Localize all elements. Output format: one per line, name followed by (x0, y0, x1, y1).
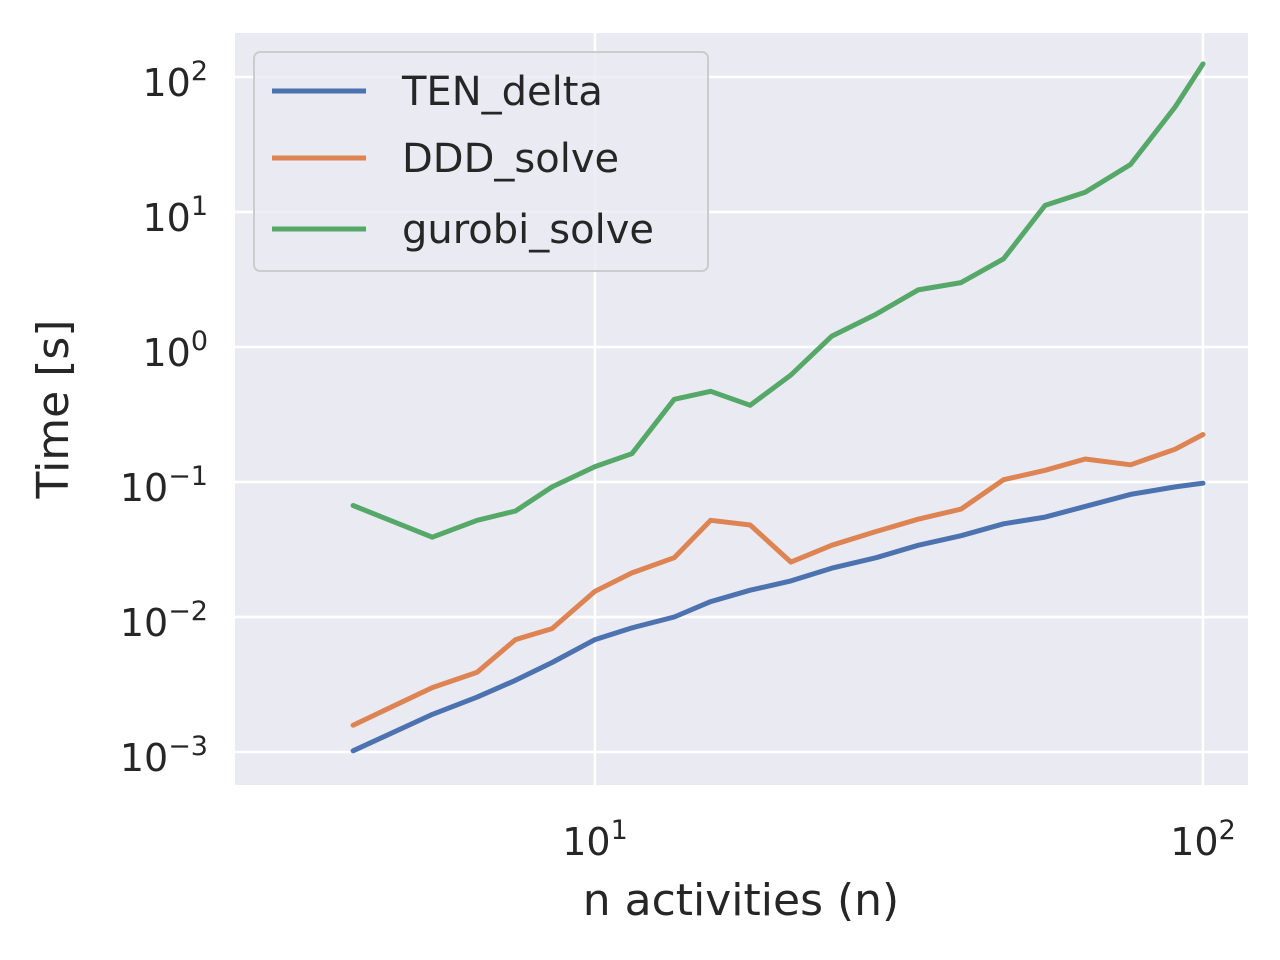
y-tick-label: 10−1 (120, 461, 208, 510)
series-lines (350, 61, 1206, 754)
legend-label-gurobi-solve: gurobi_solve (402, 207, 654, 253)
legend: TEN_delta DDD_solve gurobi_solve (253, 51, 709, 272)
y-tick-label: 10−3 (120, 731, 208, 780)
x-axis-label: n activities (n) (583, 875, 899, 926)
legend-label-ddd-solve: DDD_solve (402, 136, 619, 182)
y-tick-label: 102 (142, 56, 208, 105)
series-line-ten-delta (350, 480, 1206, 754)
y-tick-label: 100 (142, 326, 208, 375)
y-tick-label: 101 (142, 191, 208, 240)
legend-box (253, 51, 709, 272)
legend-label-ten-delta: TEN_delta (401, 69, 603, 115)
y-axis-ticks: 10−3 10−2 10−1 100 101 102 (120, 56, 208, 780)
x-tick-label: 102 (1170, 815, 1236, 864)
y-axis-label: Time [s] (28, 320, 79, 500)
y-tick-label: 10−2 (120, 596, 208, 645)
series-line-gurobi-solve (350, 61, 1206, 540)
series-line-ddd-solve (350, 432, 1206, 728)
x-tick-label: 101 (562, 815, 628, 864)
x-axis-ticks: 101 102 (562, 815, 1236, 864)
